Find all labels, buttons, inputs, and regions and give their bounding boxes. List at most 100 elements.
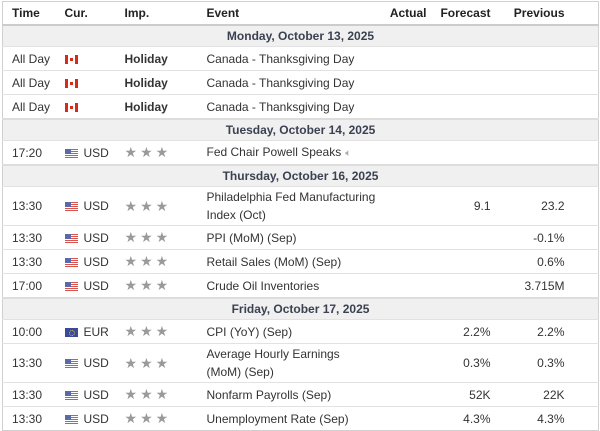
event-previous: 0.6% <box>490 249 565 274</box>
event-forecast: 2.2% <box>426 319 491 344</box>
event-name[interactable]: Canada - Thanksgiving Day <box>206 46 377 71</box>
event-row[interactable]: 13:30 USD ★ ★ ★ Unemployment Rate (Sep) 4.3% 4.… <box>2 406 599 431</box>
event-time: 13:30 <box>2 343 65 383</box>
event-name[interactable]: Nonfarm Payrolls (Sep) <box>206 382 377 407</box>
event-currency <box>64 94 125 119</box>
col-time[interactable]: Time <box>2 1 65 26</box>
event-previous <box>490 140 565 165</box>
event-currency <box>64 70 125 95</box>
col-forecast[interactable]: Forecast <box>426 1 491 26</box>
event-actual <box>376 94 427 119</box>
us-flag-icon <box>64 257 78 267</box>
event-row[interactable]: 13:30 USD ★ ★ ★ Nonfarm Payrolls (Sep) 52K 22K <box>2 382 599 407</box>
speaker-icon: 🔈︎ <box>345 147 352 159</box>
star-icon: ★ <box>124 410 138 426</box>
event-title[interactable]: Average Hourly Earnings (MoM) (Sep) <box>206 347 340 379</box>
event-row[interactable]: 17:00 USD ★ ★ ★ Crude Oil Inventories 3.715M <box>2 273 599 298</box>
event-row[interactable]: 13:30 USD ★ ★ ★ Retail Sales (MoM) (Sep) 0.6% <box>2 249 599 274</box>
currency-code: USD <box>83 230 109 245</box>
event-previous <box>490 94 565 119</box>
event-title[interactable]: PPI (MoM) (Sep) <box>206 230 297 245</box>
event-title[interactable]: Retail Sales (MoM) (Sep) <box>206 254 342 269</box>
event-importance: ★ ★ ★ <box>124 249 207 274</box>
date-label: Tuesday, October 14, 2025 <box>2 118 599 141</box>
event-row[interactable]: All Day Holiday Canada - Thanksgiving Day <box>2 94 599 119</box>
event-forecast <box>426 225 491 250</box>
event-importance: ★ ★ ★ <box>124 273 207 298</box>
col-event[interactable]: Event <box>206 1 377 26</box>
spacer <box>564 94 599 119</box>
event-forecast <box>426 249 491 274</box>
event-row[interactable]: 10:00 EUR ★ ★ ★ CPI (YoY) (Sep) 2.2% 2.2% <box>2 319 599 344</box>
star-icon: ★ <box>140 229 153 245</box>
event-name[interactable]: Canada - Thanksgiving Day <box>206 70 377 95</box>
spacer <box>564 382 599 407</box>
spacer <box>564 406 599 431</box>
event-name[interactable]: Fed Chair Powell Speaks 🔈︎ <box>206 140 377 165</box>
star-icon: ★ <box>140 144 153 160</box>
event-time: 10:00 <box>2 319 65 344</box>
event-forecast: 52K <box>426 382 491 407</box>
event-importance: ★ ★ ★ <box>124 382 207 407</box>
event-currency: USD <box>64 140 125 165</box>
event-row[interactable]: 13:30 USD ★ ★ ★ Philadelphia Fed Manufacturin… <box>2 186 599 226</box>
star-icon: ★ <box>124 229 138 245</box>
event-forecast: 9.1 <box>426 186 491 226</box>
date-label: Friday, October 17, 2025 <box>2 297 599 320</box>
star-icon: ★ <box>140 253 153 269</box>
event-title[interactable]: Fed Chair Powell Speaks <box>206 144 342 159</box>
event-time: All Day <box>2 46 65 71</box>
event-row[interactable]: 13:30 USD ★ ★ ★ PPI (MoM) (Sep) -0.1% <box>2 225 599 250</box>
event-title[interactable]: Unemployment Rate (Sep) <box>206 411 349 426</box>
event-actual <box>376 319 427 344</box>
event-name[interactable]: Crude Oil Inventories <box>206 273 377 298</box>
event-name[interactable]: Average Hourly Earnings (MoM) (Sep) <box>206 343 377 383</box>
event-actual <box>376 46 427 71</box>
event-name[interactable]: Unemployment Rate (Sep) <box>206 406 377 431</box>
event-row[interactable]: 13:30 USD ★ ★ ★ Average Hourly Earnings (MoM)… <box>2 343 599 383</box>
col-actual[interactable]: Actual <box>376 1 427 26</box>
spacer <box>564 273 599 298</box>
event-importance: Holiday <box>124 70 207 95</box>
event-name[interactable]: Retail Sales (MoM) (Sep) <box>206 249 377 274</box>
event-importance: Holiday <box>124 94 207 119</box>
us-flag-icon <box>64 414 78 424</box>
event-title[interactable]: Canada - Thanksgiving Day <box>206 75 355 90</box>
event-title[interactable]: Nonfarm Payrolls (Sep) <box>206 387 332 402</box>
event-title[interactable]: Philadelphia Fed Manufacturing Index (Oc… <box>206 190 376 222</box>
event-time: 13:30 <box>2 249 65 274</box>
event-currency: EUR <box>64 319 125 344</box>
col-currency[interactable]: Cur. <box>64 1 125 26</box>
event-title[interactable]: Crude Oil Inventories <box>206 278 320 293</box>
event-previous <box>490 46 565 71</box>
event-currency: USD <box>64 225 125 250</box>
star-icon: ★ <box>124 144 138 160</box>
event-name[interactable]: PPI (MoM) (Sep) <box>206 225 377 250</box>
event-title[interactable]: Canada - Thanksgiving Day <box>206 99 355 114</box>
star-icon: ★ <box>140 197 153 214</box>
event-row[interactable]: 17:20 USD ★ ★ ★ Fed Chair Powell Speaks 🔈︎ <box>2 140 599 165</box>
event-name[interactable]: Canada - Thanksgiving Day <box>206 94 377 119</box>
event-currency <box>64 46 125 71</box>
currency-code: USD <box>83 387 109 402</box>
eu-flag-icon <box>64 327 78 337</box>
event-currency: USD <box>64 249 125 274</box>
event-previous: 0.3% <box>490 343 565 383</box>
us-flag-icon <box>64 202 78 211</box>
currency-code: USD <box>83 356 109 370</box>
event-title[interactable]: Canada - Thanksgiving Day <box>206 51 355 66</box>
event-previous: 2.2% <box>490 319 565 344</box>
star-icon: ★ <box>140 277 153 293</box>
event-name[interactable]: Philadelphia Fed Manufacturing Index (Oc… <box>206 186 377 226</box>
event-actual <box>376 140 427 165</box>
event-previous: -0.1% <box>490 225 565 250</box>
event-title[interactable]: CPI (YoY) (Sep) <box>206 324 293 339</box>
spacer <box>564 70 599 95</box>
event-name[interactable]: CPI (YoY) (Sep) <box>206 319 377 344</box>
event-row[interactable]: All Day Holiday Canada - Thanksgiving Day <box>2 46 599 71</box>
event-time: 13:30 <box>2 406 65 431</box>
event-row[interactable]: All Day Holiday Canada - Thanksgiving Day <box>2 70 599 95</box>
currency-code: USD <box>83 145 109 160</box>
col-importance[interactable]: Imp. <box>124 1 207 26</box>
col-previous[interactable]: Previous <box>490 1 565 26</box>
